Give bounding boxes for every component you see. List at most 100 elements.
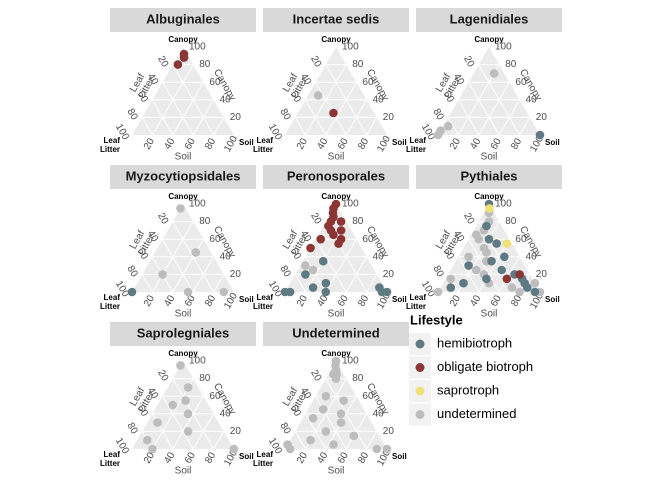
grid-line: [162, 395, 194, 450]
corner-label: Soil: [239, 295, 254, 304]
canopy-tick-label: 20: [383, 112, 395, 123]
axis-title: Soil: [481, 309, 498, 320]
corner-label: Soil: [392, 295, 407, 304]
grid-line: [345, 256, 368, 293]
litter-tick-label: 80: [278, 107, 293, 123]
data-point: [487, 256, 496, 266]
legend-marker: [415, 386, 425, 396]
corner-label: Leaf: [410, 136, 427, 145]
soil-tick-label: 80: [509, 293, 524, 309]
data-point: [336, 409, 346, 419]
corner-label: Leaf: [257, 450, 274, 459]
data-point: [482, 274, 491, 284]
panel-title: Albuginales: [146, 11, 220, 26]
data-point: [489, 69, 499, 78]
data-point: [482, 221, 491, 231]
litter-tick-label: 80: [278, 421, 293, 437]
soil-tick-label: 80: [203, 293, 218, 309]
canopy-tick-label: 60: [362, 234, 374, 245]
legend-title: Lifestyle: [410, 312, 463, 327]
plot-area: [132, 361, 234, 449]
grid-line: [325, 81, 357, 136]
grid-line: [478, 238, 510, 293]
litter-tick-label: 60: [288, 89, 303, 105]
data-point: [492, 239, 501, 248]
soil-tick-label: 20: [448, 293, 463, 309]
data-point: [500, 252, 509, 262]
canopy-tick-label: 20: [383, 269, 395, 280]
strip: [110, 8, 256, 32]
grid-line: [345, 99, 368, 136]
data-point: [436, 126, 445, 135]
strip: [416, 8, 562, 32]
soil-tick-label: 20: [295, 136, 310, 152]
plot-area: [285, 361, 387, 449]
litter-tick-label: 80: [125, 421, 140, 437]
canopy-tick-label: 80: [199, 216, 211, 227]
strip: [110, 165, 256, 189]
data-point: [173, 60, 183, 69]
legend-marker: [415, 410, 425, 419]
litter-tick-label: 20: [308, 211, 323, 227]
data-point: [459, 278, 468, 288]
corner-label: Leaf: [104, 450, 121, 459]
data-point: [502, 274, 512, 284]
grid-line: [304, 256, 327, 293]
canopy-tick-label: 20: [536, 112, 548, 123]
grid-line: [213, 117, 225, 136]
soil-tick-label: 100: [222, 134, 240, 154]
data-point: [471, 265, 481, 275]
grid-line: [468, 81, 500, 136]
data-point: [321, 427, 331, 436]
grid-line: [172, 238, 204, 293]
grid-line: [304, 99, 327, 136]
axis-title: Soil: [328, 309, 345, 320]
grid-line: [294, 117, 306, 136]
grid-line: [172, 81, 204, 136]
soil-tick-label: 80: [356, 450, 371, 466]
data-point: [502, 239, 512, 248]
plot-area: [438, 204, 540, 292]
grid-line: [498, 99, 521, 136]
corner-label: Canopy: [321, 35, 351, 44]
grid-line: [478, 81, 510, 136]
corner-label: Leaf: [104, 293, 121, 302]
data-point: [446, 283, 456, 292]
litter-tick-label: 20: [155, 211, 170, 227]
grid-line: [457, 256, 480, 293]
corner-label: Canopy: [168, 192, 198, 201]
soil-tick-label: 40: [468, 293, 483, 309]
canopy-tick-label: 100: [495, 199, 512, 210]
data-point: [485, 204, 494, 213]
grid-line: [172, 395, 204, 450]
data-point: [433, 287, 443, 297]
litter-tick-label: 60: [135, 403, 150, 419]
data-point: [306, 435, 315, 445]
corner-label: Soil: [239, 452, 254, 461]
canopy-tick-label: 80: [199, 59, 211, 70]
soil-tick-label: 60: [183, 293, 198, 309]
data-point: [176, 204, 185, 213]
grid-line: [151, 99, 174, 136]
data-point: [535, 130, 545, 140]
corner-label: Leaf: [257, 293, 274, 302]
data-point: [219, 287, 229, 297]
canopy-tick-label: 40: [373, 94, 385, 105]
data-point: [484, 234, 494, 244]
litter-tick-label: 20: [155, 54, 170, 70]
canopy-tick-label: 20: [230, 426, 242, 437]
soil-tick-label: 80: [203, 450, 218, 466]
data-point: [308, 413, 318, 423]
strip: [263, 8, 409, 32]
data-point: [301, 270, 310, 279]
grid-line: [141, 274, 153, 293]
data-point: [329, 108, 338, 118]
data-point: [183, 287, 193, 297]
canopy-tick-label: 20: [230, 269, 242, 280]
data-point: [497, 265, 507, 275]
data-point: [301, 261, 310, 270]
corner-label: Litter: [253, 145, 273, 154]
data-point: [183, 409, 193, 419]
data-point: [183, 427, 193, 436]
